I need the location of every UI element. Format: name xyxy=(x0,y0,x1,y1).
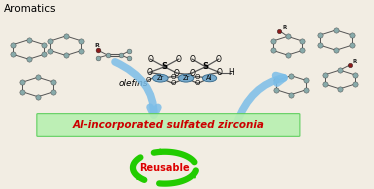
FancyArrowPatch shape xyxy=(236,76,284,124)
Text: O: O xyxy=(189,55,195,64)
Text: Al-incorporated sulfated zirconia: Al-incorporated sulfated zirconia xyxy=(73,120,264,130)
Text: O: O xyxy=(216,55,222,64)
Text: O: O xyxy=(195,74,200,80)
Text: H: H xyxy=(228,68,234,77)
Text: O: O xyxy=(195,80,200,86)
Text: S: S xyxy=(162,62,168,71)
Text: O: O xyxy=(171,80,176,86)
Text: O: O xyxy=(217,68,223,77)
Text: olefins: olefins xyxy=(118,80,148,88)
Text: Zr: Zr xyxy=(157,75,164,81)
Circle shape xyxy=(178,74,194,82)
Text: O: O xyxy=(189,69,195,77)
FancyArrowPatch shape xyxy=(115,62,158,115)
Text: O: O xyxy=(174,69,180,77)
Text: O: O xyxy=(146,68,152,77)
Text: O: O xyxy=(147,55,153,64)
Text: O: O xyxy=(145,77,151,83)
Text: Reusable: Reusable xyxy=(140,163,190,173)
Text: O: O xyxy=(171,74,176,80)
Text: O: O xyxy=(176,55,182,64)
Circle shape xyxy=(153,74,168,82)
Text: S: S xyxy=(202,62,208,71)
Text: R: R xyxy=(282,25,286,30)
Text: Al: Al xyxy=(206,75,213,81)
Circle shape xyxy=(202,75,217,82)
Text: R: R xyxy=(94,43,99,48)
Text: Zr: Zr xyxy=(183,75,190,81)
FancyBboxPatch shape xyxy=(37,114,300,136)
Text: R: R xyxy=(353,59,357,64)
Text: Aromatics: Aromatics xyxy=(4,5,57,14)
